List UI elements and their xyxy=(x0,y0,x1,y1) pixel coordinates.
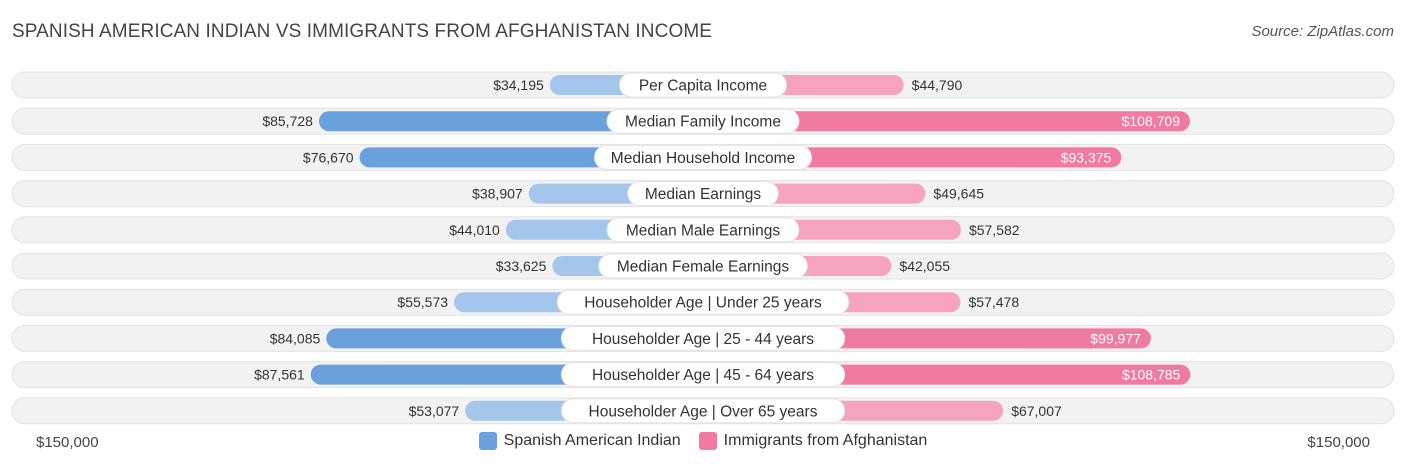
category-pill xyxy=(594,144,812,170)
source-credit: Source: ZipAtlas.com xyxy=(1251,23,1394,40)
axis-right-label: $150,000 xyxy=(1307,434,1370,451)
value-label-left: $33,625 xyxy=(496,258,547,274)
value-label-right: $44,790 xyxy=(912,77,963,93)
bar-left xyxy=(318,111,703,132)
value-label-left: $76,670 xyxy=(303,149,354,165)
legend-item-immigrants-from-afghanistan: Immigrants from Afghanistan xyxy=(698,432,928,450)
legend-swatch xyxy=(478,432,497,450)
category-pill xyxy=(560,362,846,388)
axis-left-label: $150,000 xyxy=(36,434,99,451)
category-label: Median Female Earnings xyxy=(617,259,790,276)
category-label: Householder Age | 25 - 44 years xyxy=(592,331,814,348)
value-label-left: $55,573 xyxy=(397,294,448,310)
legend: Spanish American Indian Immigrants from … xyxy=(0,432,1406,450)
value-label-right: $108,709 xyxy=(1122,113,1181,129)
value-label-left: $85,728 xyxy=(262,113,313,129)
legend-label: Immigrants from Afghanistan xyxy=(723,432,928,449)
value-label-right: $57,478 xyxy=(969,294,1020,310)
bar-right xyxy=(703,111,1191,132)
category-label: Householder Age | Under 25 years xyxy=(584,295,822,312)
category-label: Median Family Income xyxy=(625,114,781,131)
value-label-right: $108,785 xyxy=(1122,367,1181,383)
category-pill xyxy=(598,253,808,279)
category-pill xyxy=(618,72,788,98)
category-pill xyxy=(560,398,846,424)
legend-swatch xyxy=(698,432,717,450)
value-label-right: $42,055 xyxy=(899,258,950,274)
chart-title: SPANISH AMERICAN INDIAN VS IMMIGRANTS FR… xyxy=(12,21,713,42)
value-label-right: $57,582 xyxy=(969,222,1020,238)
legend-label: Spanish American Indian xyxy=(503,432,681,449)
category-label: Median Household Income xyxy=(611,150,795,167)
category-pill xyxy=(560,325,846,351)
category-label: Median Earnings xyxy=(645,186,762,203)
value-label-left: $34,195 xyxy=(493,77,544,93)
value-label-right: $99,977 xyxy=(1090,330,1141,346)
value-label-left: $44,010 xyxy=(449,222,500,238)
category-pill xyxy=(606,217,800,243)
category-label: Householder Age | Over 65 years xyxy=(589,403,818,420)
category-label: Householder Age | 45 - 64 years xyxy=(592,367,814,384)
value-label-right: $49,645 xyxy=(933,186,984,202)
value-label-right: $93,375 xyxy=(1061,149,1112,165)
category-pill xyxy=(606,108,800,134)
value-label-left: $53,077 xyxy=(409,403,460,419)
legend-item-spanish-american-indian: Spanish American Indian xyxy=(478,432,681,450)
value-label-left: $38,907 xyxy=(472,186,523,202)
category-label: Median Male Earnings xyxy=(626,222,780,239)
value-label-left: $87,561 xyxy=(254,367,305,383)
category-label: Per Capita Income xyxy=(639,78,767,95)
category-pill xyxy=(556,289,850,315)
value-label-left: $84,085 xyxy=(270,330,321,346)
category-pill xyxy=(627,181,779,207)
value-label-right: $67,007 xyxy=(1011,403,1062,419)
